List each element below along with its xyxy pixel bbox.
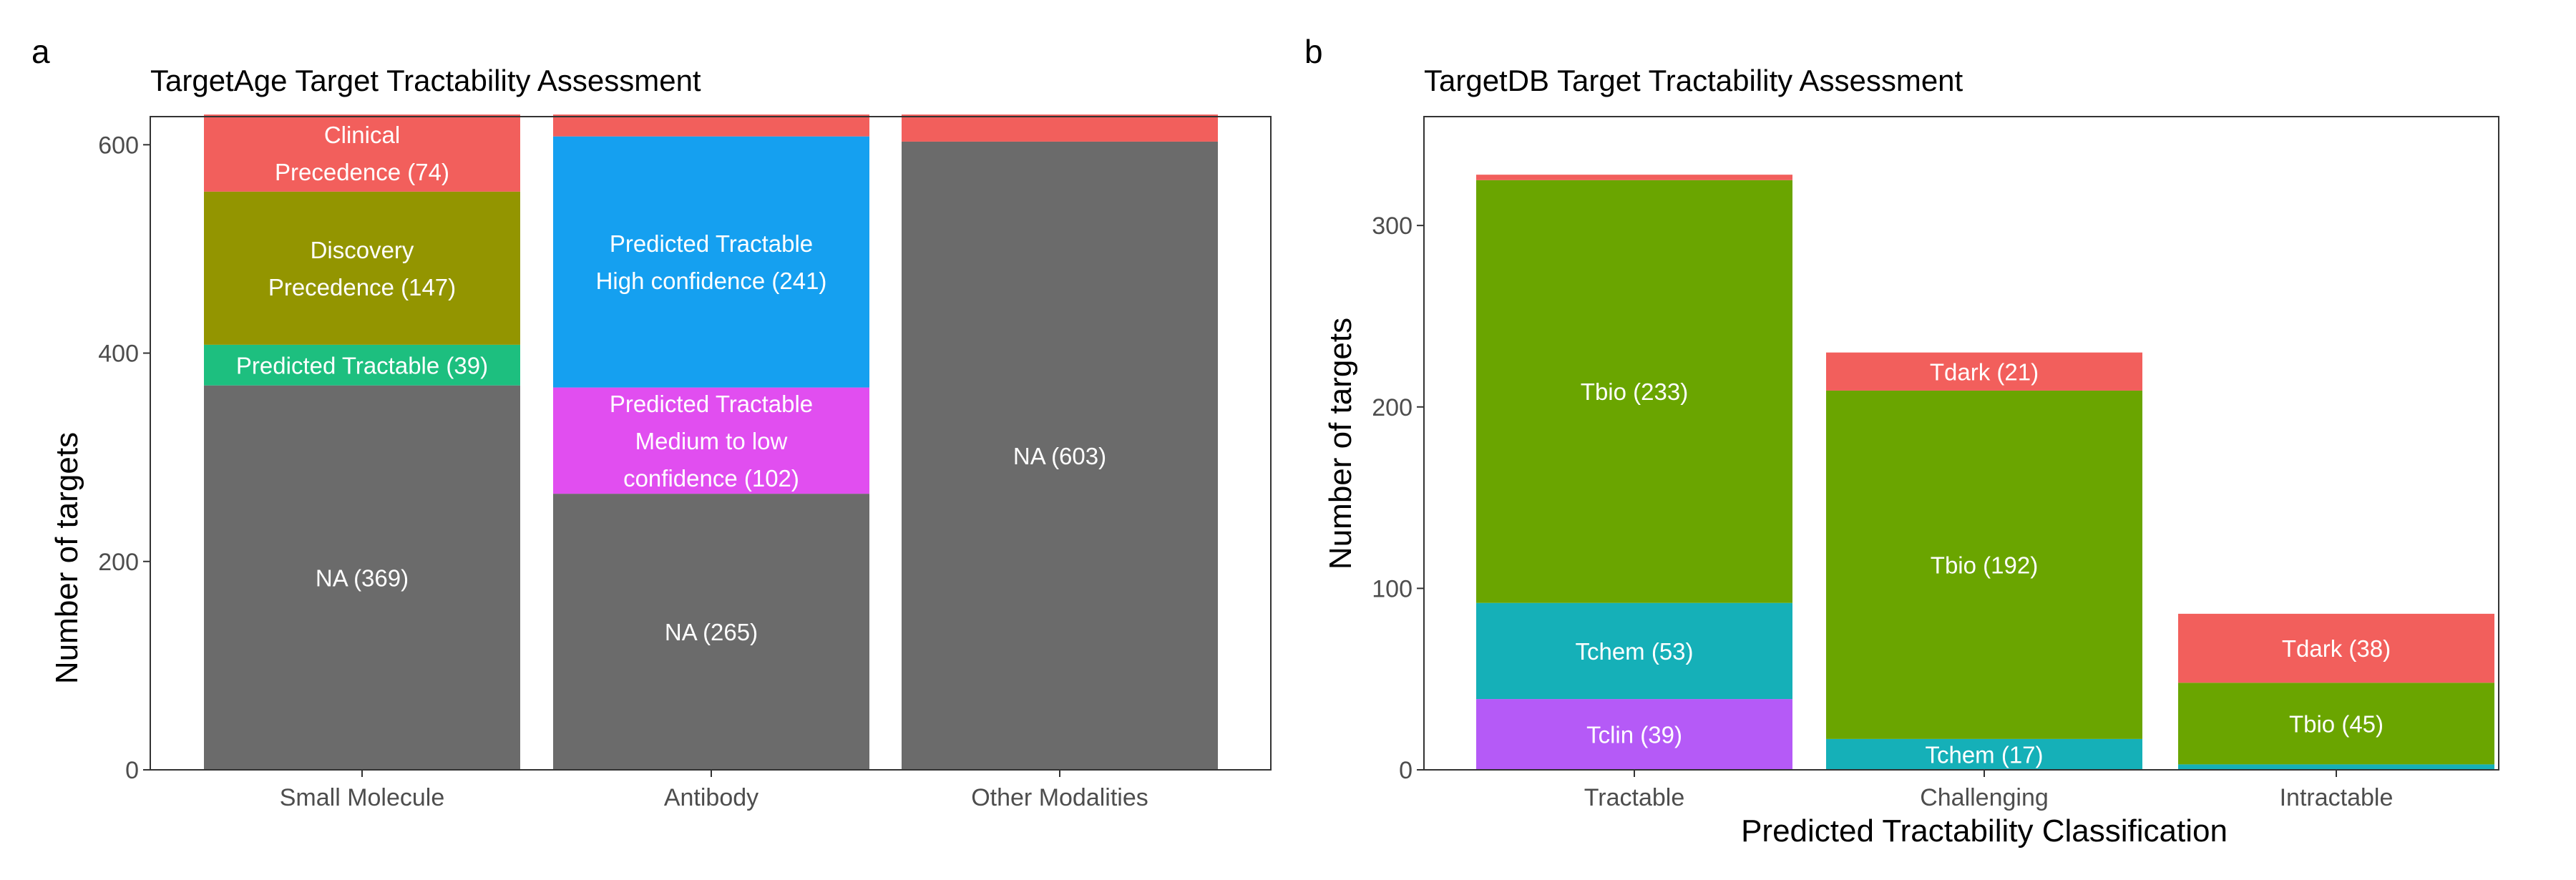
panel-a-y-tick-label-0: 0 bbox=[125, 757, 139, 784]
panel-a-bar-0-1 bbox=[204, 344, 520, 386]
panel-a-bar-0-3 bbox=[204, 114, 520, 192]
panel-a-bar-0-0 bbox=[204, 385, 520, 770]
panel-a-data-label-2-0-0: NA (603) bbox=[1013, 443, 1106, 469]
panel-a-y-tick-label-3: 600 bbox=[98, 132, 139, 159]
panel-b: b TargetDB Target Tractability Assessmen… bbox=[1304, 33, 2499, 849]
panel-b-bar-1-2 bbox=[1826, 352, 2142, 391]
panel-b-bar-1-0 bbox=[1826, 738, 2142, 770]
panel-a-bar-2-1 bbox=[902, 114, 1218, 142]
panel-a-x-tick-label-1: Antibody bbox=[664, 784, 758, 811]
panel-b-y-axis: 0 100 200 300 bbox=[1372, 212, 1424, 784]
panel-a-data-label-0-2-1: Precedence (147) bbox=[268, 274, 456, 300]
panel-a-y-axis-title: Number of targets bbox=[49, 432, 84, 684]
panel-b-data-label-1-2-0: Tdark (21) bbox=[1930, 358, 2039, 385]
panel-b-data-label-2-1-0: Tbio (45) bbox=[2289, 710, 2384, 737]
panel-b-x-tick-label-2: Intractable bbox=[2280, 784, 2394, 811]
panel-b-data-label-0-0-0: Tclin (39) bbox=[1586, 722, 1682, 748]
panel-b-bar-1-1 bbox=[1826, 390, 2142, 739]
panel-a-y-tick-label-2: 400 bbox=[98, 341, 139, 368]
panel-a-data-label-0-0-0: NA (369) bbox=[316, 564, 409, 591]
panel-a-data-label-1-1-1: Medium to low bbox=[635, 428, 788, 454]
panel-a-x-axis: Small Molecule Antibody Other Modalities bbox=[280, 770, 1148, 811]
panel-a-bar-2-0 bbox=[902, 141, 1218, 770]
panel-a-data-label-0-3-1: Precedence (74) bbox=[275, 159, 449, 185]
panel-b-data-label-2-2-0: Tdark (38) bbox=[2282, 635, 2391, 662]
panel-a-data-label-1-2-0: Predicted Tractable bbox=[610, 230, 813, 257]
panel-b-x-axis-title: Predicted Tractability Classification bbox=[1741, 813, 2228, 849]
panel-b-data-label-1-1-0: Tbio (192) bbox=[1931, 552, 2038, 578]
panel-a-bars: NA (369) Predicted Tractable (39) Discover… bbox=[204, 114, 1218, 770]
panel-a-data-label-0-3-0: Clinical bbox=[324, 122, 400, 148]
panel-a-data-label-1-0-0: NA (265) bbox=[665, 619, 758, 645]
panel-b-bar-0-1 bbox=[1476, 602, 1792, 700]
panel-a-bar-1-1 bbox=[553, 387, 869, 494]
panel-b-plot-border bbox=[1423, 116, 2499, 771]
panel-b-title: TargetDB Target Tractability Assessment bbox=[1424, 64, 1963, 97]
panel-b-bar-2-1 bbox=[2178, 683, 2494, 765]
panel-b-data-label-0-2-0: Tbio (233) bbox=[1581, 378, 1688, 405]
panel-b-y-tick-label-2: 200 bbox=[1372, 394, 1413, 421]
panel-a-label: a bbox=[31, 33, 50, 70]
panel-b-label: b bbox=[1304, 33, 1323, 70]
panel-b-data-label-0-1-0: Tchem (53) bbox=[1575, 638, 1693, 665]
panel-a-y-tick-label-1: 200 bbox=[98, 549, 139, 576]
panel-a-data-label-1-1-0: Predicted Tractable bbox=[610, 391, 813, 417]
panel-a-bar-1-3 bbox=[553, 114, 869, 137]
panel-b-bar-2-0 bbox=[2178, 764, 2494, 770]
panel-a-data-label-1-1-2: confidence (102) bbox=[623, 465, 799, 492]
panel-a-x-tick-label-2: Other Modalities bbox=[971, 784, 1148, 811]
panel-a-x-tick-label-0: Small Molecule bbox=[280, 784, 445, 811]
panel-b-y-tick-label-0: 0 bbox=[1399, 757, 1413, 784]
panel-b-data-label-1-0-0: Tchem (17) bbox=[1925, 741, 2043, 768]
panel-b-bar-0-0 bbox=[1476, 699, 1792, 770]
panel-b-bar-2-2 bbox=[2178, 613, 2494, 683]
panel-a-bar-1-0 bbox=[553, 494, 869, 770]
panel-a-y-axis: 0 200 400 600 bbox=[98, 132, 150, 784]
panel-a-bar-0-2 bbox=[204, 191, 520, 345]
panel-a-data-label-0-2-0: Discovery bbox=[311, 237, 414, 263]
panel-b-y-axis-title: Number of targets bbox=[1323, 318, 1358, 569]
panel-a-bar-1-2 bbox=[553, 136, 869, 388]
panel-b-bars: Tclin (39) Tchem (53) Tbio (233) Tchem (17)… bbox=[1476, 175, 2494, 770]
panel-b-y-tick-label-3: 300 bbox=[1372, 212, 1413, 240]
panel-b-x-tick-label-1: Challenging bbox=[1920, 784, 2049, 811]
panel-a: a TargetAge Target Tractability Assessme… bbox=[31, 33, 1272, 811]
panel-b-bar-0-2 bbox=[1476, 180, 1792, 603]
panel-a-data-label-1-2-1: High confidence (241) bbox=[596, 268, 827, 294]
panel-a-data-label-0-1-0: Predicted Tractable (39) bbox=[236, 352, 488, 378]
panel-b-x-axis: Tractable Challenging Intractable bbox=[1584, 770, 2394, 811]
panel-b-x-tick-label-0: Tractable bbox=[1584, 784, 1684, 811]
panel-b-bar-0-3 bbox=[1476, 175, 1792, 180]
panel-a-title: TargetAge Target Tractability Assessment bbox=[150, 64, 701, 97]
panel-b-y-tick-label-1: 100 bbox=[1372, 575, 1413, 602]
